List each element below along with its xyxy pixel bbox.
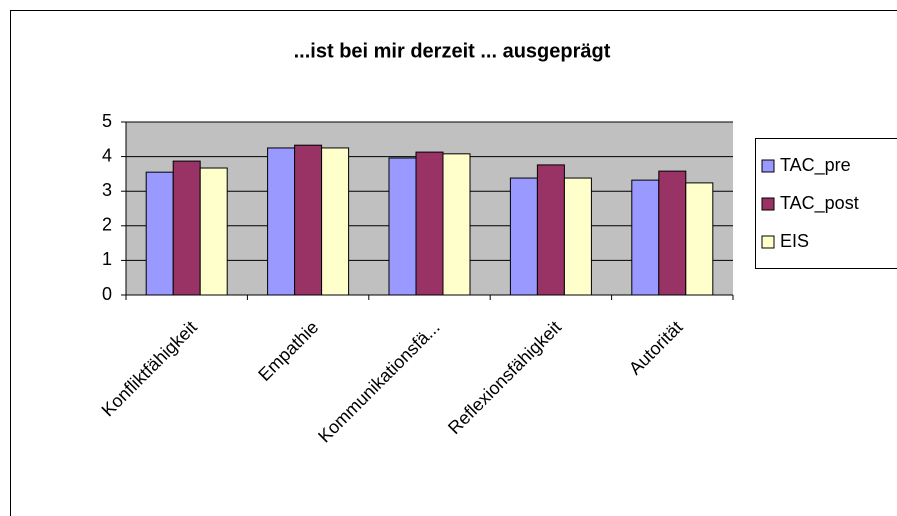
bar [172, 160, 201, 296]
bar [563, 177, 592, 296]
bar [267, 147, 296, 296]
legend-label: TAC_post [780, 193, 859, 214]
y-tick-label: 4 [102, 145, 112, 165]
bar [658, 170, 687, 296]
y-tick-label: 5 [102, 111, 112, 131]
bar [321, 147, 350, 296]
chart-title: ...ist bei mir derzeit ... ausgeprägt [294, 40, 611, 62]
bar [388, 157, 417, 296]
y-tick-label: 0 [102, 284, 112, 304]
y-tick-label: 2 [102, 215, 112, 235]
bar [294, 144, 323, 296]
bar [509, 177, 538, 296]
legend-label: EIS [780, 231, 809, 251]
legend [755, 138, 897, 269]
bar [442, 153, 471, 296]
bar [631, 179, 660, 296]
bar [199, 167, 228, 296]
legend-swatch [761, 159, 775, 173]
legend-swatch [761, 235, 775, 249]
bar [415, 151, 444, 296]
legend-swatch [761, 197, 775, 211]
bar [685, 182, 714, 296]
legend-label: TAC_pre [780, 155, 851, 176]
y-tick-label: 1 [102, 249, 112, 269]
y-tick-label: 3 [102, 180, 112, 200]
bar [145, 171, 174, 296]
bar [536, 164, 565, 296]
